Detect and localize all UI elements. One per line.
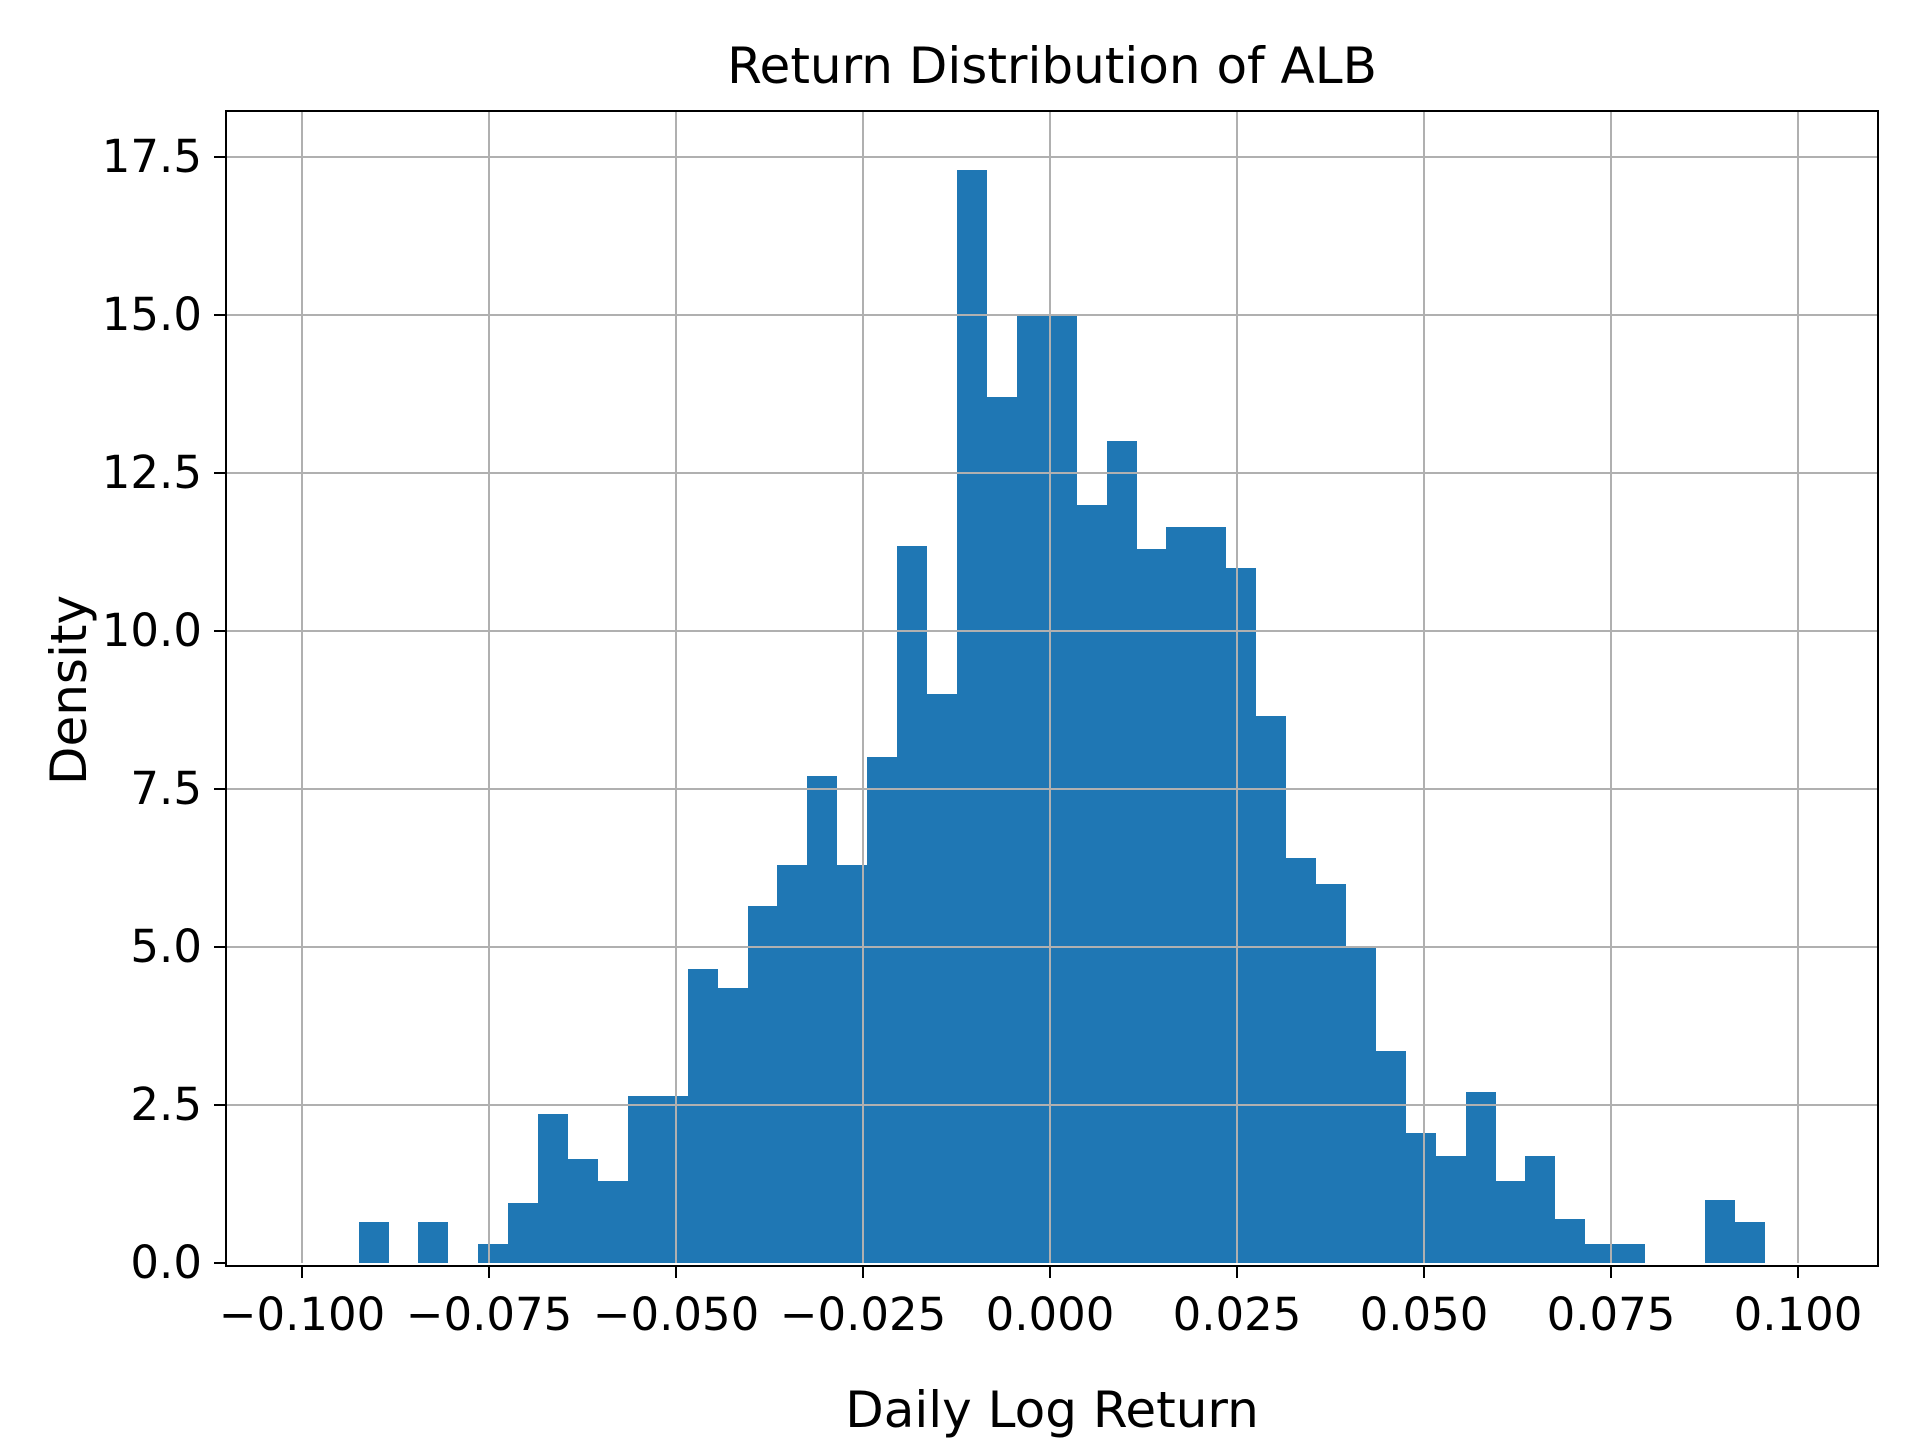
histogram-bar (1615, 1244, 1645, 1263)
histogram-bar (987, 397, 1017, 1263)
histogram-bar (1406, 1133, 1436, 1263)
x-gridline (862, 112, 864, 1263)
y-gridline (227, 472, 1877, 474)
x-gridline (1236, 112, 1238, 1263)
x-tick-label: −0.100 (218, 1288, 386, 1341)
y-gridline (227, 946, 1877, 948)
histogram-bar (1735, 1222, 1765, 1263)
y-tick-label: 0.0 (130, 1236, 202, 1289)
y-tick-label: 15.0 (101, 288, 202, 341)
histogram-bar (1316, 884, 1346, 1263)
histogram-bar (957, 170, 987, 1263)
y-tick (214, 472, 227, 474)
y-tick (214, 630, 227, 632)
histogram-bar (1166, 527, 1196, 1263)
histogram-bar (508, 1203, 538, 1263)
y-tick-label: 12.5 (101, 446, 202, 499)
histogram-bar (927, 694, 957, 1263)
histogram-bar (538, 1114, 568, 1263)
histogram-bar (1496, 1181, 1525, 1263)
x-tick (675, 1265, 677, 1278)
histogram-bar (718, 988, 748, 1263)
x-tick (301, 1265, 303, 1278)
histogram-bar (1525, 1156, 1555, 1263)
y-tick (214, 156, 227, 158)
x-tick (488, 1265, 490, 1278)
histogram-bar (1436, 1156, 1466, 1263)
x-gridline (1423, 112, 1425, 1263)
x-tick-label: −0.050 (592, 1288, 760, 1341)
x-tick-label: 0.050 (1359, 1288, 1489, 1341)
histogram-bar (1376, 1051, 1406, 1263)
y-tick-label: 2.5 (130, 1078, 202, 1131)
y-tick-label: 5.0 (130, 920, 202, 973)
histogram-bar (1555, 1219, 1585, 1263)
y-tick-label: 17.5 (101, 130, 202, 183)
x-tick-label: 0.025 (1172, 1288, 1302, 1341)
histogram-bar (688, 969, 718, 1263)
y-tick (214, 946, 227, 948)
x-tick (862, 1265, 864, 1278)
histogram-bar (359, 1222, 389, 1263)
y-tick (214, 788, 227, 790)
x-tick-label: 0.100 (1733, 1288, 1863, 1341)
x-tick-label: −0.075 (405, 1288, 573, 1341)
histogram-bar (598, 1181, 628, 1263)
y-tick-label: 10.0 (101, 604, 202, 657)
plot-area (227, 112, 1877, 1263)
histogram-bar (807, 776, 837, 1263)
y-gridline (227, 630, 1877, 632)
y-gridline (227, 314, 1877, 316)
histogram-bar (1585, 1244, 1615, 1263)
x-gridline (488, 112, 490, 1263)
x-gridline (301, 112, 303, 1263)
histogram-bar (1256, 716, 1286, 1263)
x-tick (1610, 1265, 1612, 1278)
histogram-bar (1107, 441, 1137, 1263)
histogram-bar (1137, 549, 1166, 1263)
x-tick (1049, 1265, 1051, 1278)
histogram-bar (1226, 568, 1256, 1263)
histogram-bar (1196, 527, 1226, 1263)
x-gridline (1049, 112, 1051, 1263)
histogram-bar (1077, 505, 1107, 1263)
histogram-bar (897, 546, 927, 1263)
histogram-bar (867, 757, 897, 1263)
y-tick (214, 314, 227, 316)
y-gridline (227, 1104, 1877, 1106)
histogram-bar (418, 1222, 448, 1263)
x-gridline (675, 112, 677, 1263)
x-tick (1236, 1265, 1238, 1278)
y-tick (214, 1104, 227, 1106)
histogram-bar (748, 906, 777, 1263)
histogram-bar (658, 1096, 688, 1263)
histogram-bar (1466, 1092, 1496, 1263)
x-tick (1423, 1265, 1425, 1278)
y-tick-label: 7.5 (130, 762, 202, 815)
y-gridline (227, 788, 1877, 790)
x-axis-label: Daily Log Return (845, 1381, 1259, 1439)
histogram-bar (478, 1244, 508, 1263)
x-gridline (1797, 112, 1799, 1263)
x-tick-label: −0.025 (779, 1288, 947, 1341)
histogram-bar (1286, 858, 1316, 1263)
y-tick (214, 1262, 227, 1264)
chart-title: Return Distribution of ALB (727, 37, 1377, 95)
y-gridline (227, 156, 1877, 158)
x-tick-label: 0.075 (1546, 1288, 1676, 1341)
histogram-bar (777, 865, 807, 1263)
x-tick-label: 0.000 (985, 1288, 1115, 1341)
x-gridline (1610, 112, 1612, 1263)
y-axis-label: Density (40, 594, 98, 786)
histogram-bar (568, 1159, 598, 1263)
histogram-bar (628, 1096, 658, 1263)
histogram-bar (1705, 1200, 1735, 1263)
x-tick (1797, 1265, 1799, 1278)
